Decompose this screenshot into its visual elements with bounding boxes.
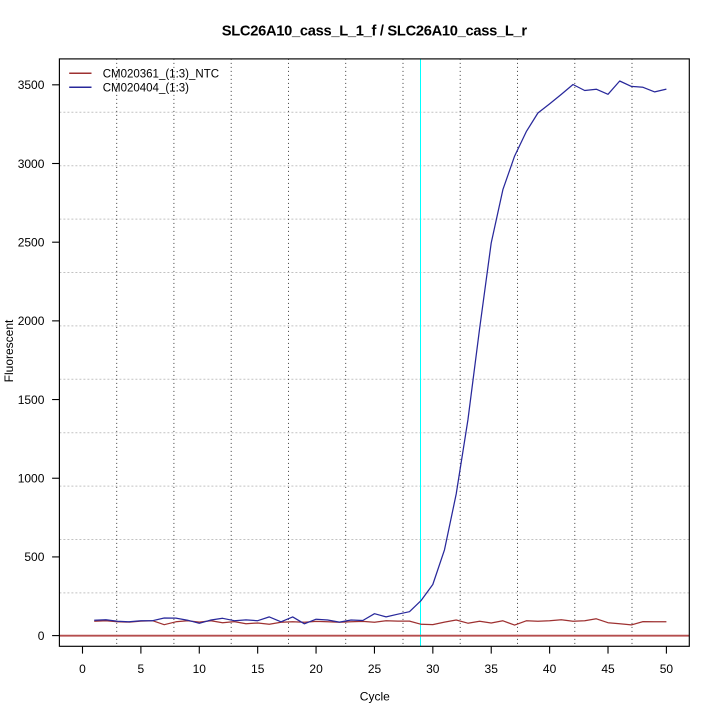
svg-text:20: 20 <box>309 662 323 676</box>
svg-text:10: 10 <box>193 662 207 676</box>
svg-text:Fluorescent: Fluorescent <box>2 319 16 382</box>
svg-text:50: 50 <box>660 662 674 676</box>
svg-text:25: 25 <box>368 662 382 676</box>
svg-text:3000: 3000 <box>18 157 45 171</box>
svg-text:30: 30 <box>426 662 440 676</box>
svg-text:500: 500 <box>24 550 44 564</box>
svg-text:1000: 1000 <box>18 472 45 486</box>
svg-text:15: 15 <box>251 662 265 676</box>
svg-text:2000: 2000 <box>18 314 45 328</box>
svg-text:40: 40 <box>543 662 557 676</box>
svg-text:0: 0 <box>79 662 86 676</box>
svg-text:45: 45 <box>601 662 615 676</box>
svg-text:CM020404_(1:3): CM020404_(1:3) <box>103 82 189 94</box>
svg-text:5: 5 <box>138 662 145 676</box>
svg-text:35: 35 <box>485 662 499 676</box>
svg-text:3500: 3500 <box>18 78 45 92</box>
svg-text:Cycle: Cycle <box>360 690 390 704</box>
svg-text:2500: 2500 <box>18 236 45 250</box>
svg-text:0: 0 <box>38 629 45 643</box>
svg-text:SLC26A10_cass_L_1_f / SLC26A10: SLC26A10_cass_L_1_f / SLC26A10_cass_L_r <box>222 24 528 40</box>
svg-text:1500: 1500 <box>18 393 45 407</box>
svg-text:CM020361_(1:3)_NTC: CM020361_(1:3)_NTC <box>103 69 219 81</box>
